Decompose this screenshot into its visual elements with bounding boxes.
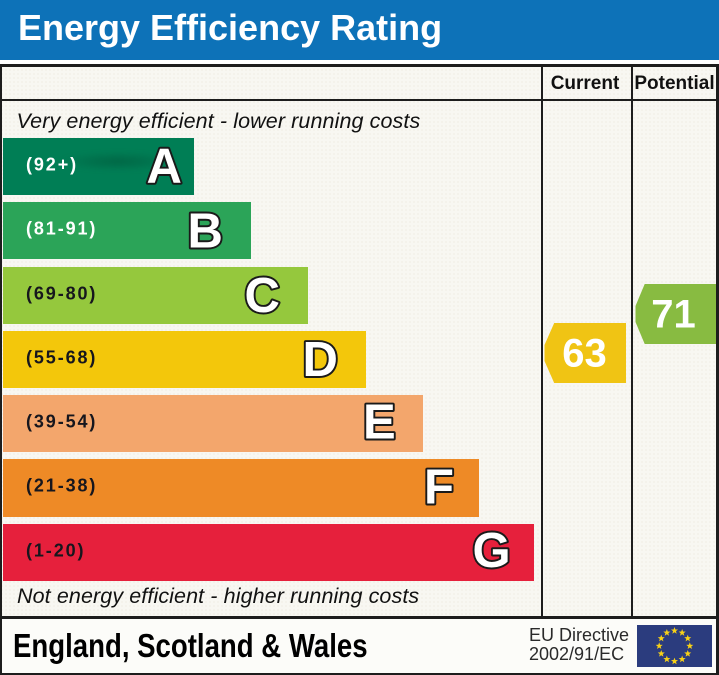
svg-text:63: 63 xyxy=(562,331,607,375)
svg-text:G: G xyxy=(473,524,511,578)
svg-text:D: D xyxy=(303,333,338,387)
svg-text:71: 71 xyxy=(651,293,696,337)
svg-text:A: A xyxy=(147,140,182,194)
svg-text:C: C xyxy=(245,269,280,323)
svg-text:E: E xyxy=(363,396,396,450)
svg-text:F: F xyxy=(424,461,454,515)
svg-text:B: B xyxy=(188,205,223,259)
